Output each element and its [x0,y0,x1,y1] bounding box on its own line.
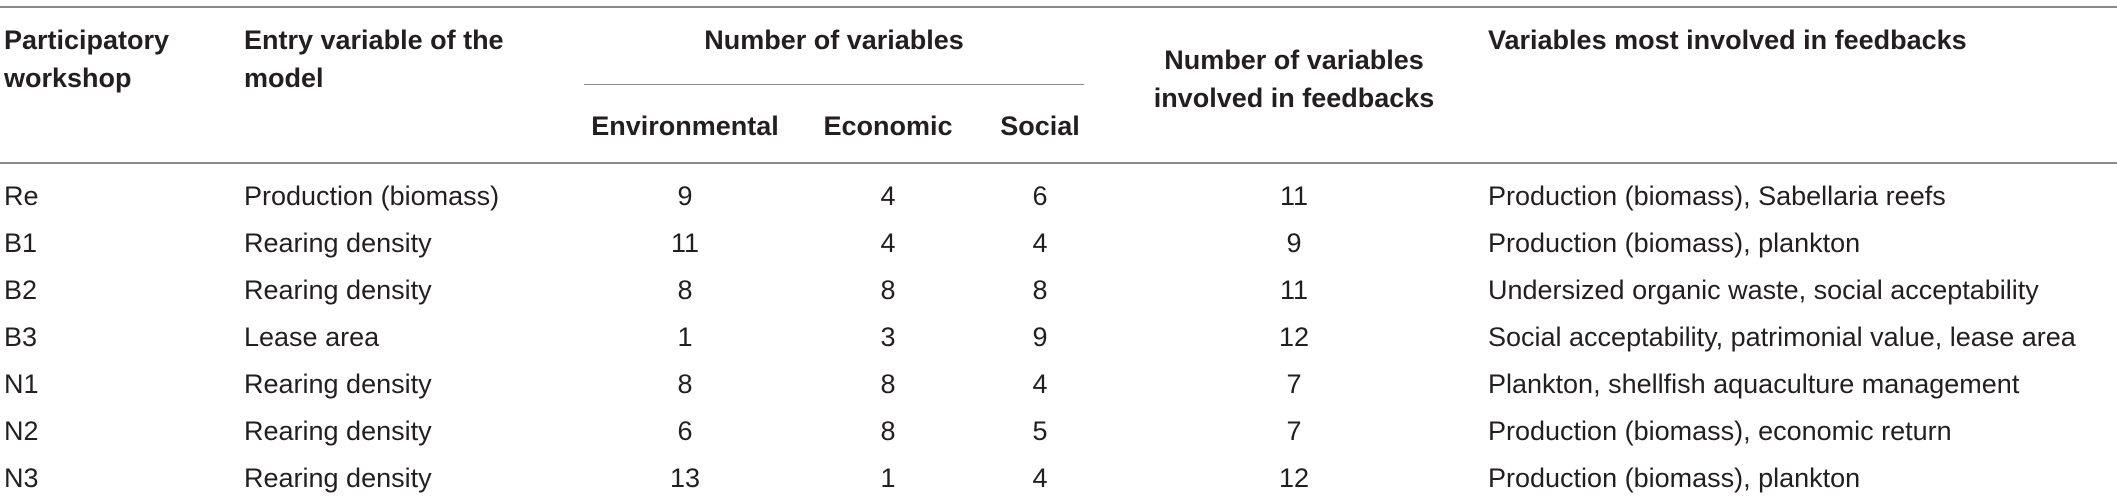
cell-social: 4 [1032,228,1048,258]
cell-economic: 8 [880,369,896,399]
cell-environmental: 8 [677,369,693,399]
header-workshop-line2: workshop [4,63,132,93]
cell-workshop: B3 [4,322,38,352]
cell-feedback-count: 7 [1286,416,1302,446]
cell-environmental: 6 [677,416,693,446]
cell-environmental: 8 [677,275,693,305]
cell-feedback-count: 11 [1279,181,1309,211]
cell-feedback-count: 12 [1278,322,1310,352]
cell-workshop: N1 [4,369,39,399]
top-rule [0,6,2117,8]
cell-entry: Rearing density [244,369,432,399]
cell-entry: Lease area [244,322,380,352]
cell-feedback-count: 7 [1286,369,1302,399]
cell-workshop: Re [4,181,39,211]
cell-environmental: 9 [677,181,693,211]
cell-environmental: 13 [669,463,701,493]
header-most-involved: Variables most involved in feedbacks [1488,25,1967,55]
cell-entry: Rearing density [244,416,432,446]
cell-social: 4 [1032,463,1048,493]
cell-economic: 3 [880,322,896,352]
header-feedback-count-line2: involved in feedbacks [1153,83,1435,113]
cell-feedback-count: 12 [1278,463,1310,493]
cell-entry: Rearing density [244,275,432,305]
cell-economic: 4 [880,228,896,258]
header-social: Social [1000,111,1080,141]
cell-economic: 4 [880,181,896,211]
cell-social: 8 [1032,275,1048,305]
cell-most-involved: Production (biomass), plankton [1488,463,1861,493]
cell-feedback-count: 9 [1286,228,1302,258]
cell-most-involved: Social acceptability, patrimonial value,… [1488,322,2076,352]
cell-environmental: 1 [677,322,693,352]
cell-social: 4 [1032,369,1048,399]
cell-social: 5 [1032,416,1048,446]
header-entry-line1: Entry variable of the [244,25,504,55]
cell-workshop: N2 [4,416,39,446]
cell-workshop: B1 [4,228,38,258]
header-entry-line2: model [244,63,324,93]
cell-most-involved: Production (biomass), economic return [1488,416,1952,446]
cell-workshop: N3 [4,463,39,493]
cell-most-involved: Production (biomass), plankton [1488,228,1861,258]
cell-entry: Rearing density [244,228,432,258]
header-bottom-rule [0,162,2117,164]
header-number-of-variables: Number of variables [704,25,964,55]
header-feedback-count-line1: Number of variables [1164,45,1424,75]
header-workshop-line1: Participatory [4,25,170,55]
header-economic: Economic [823,111,953,141]
cell-entry: Rearing density [244,463,432,493]
cell-social: 9 [1032,322,1048,352]
cell-most-involved: Undersized organic waste, social accepta… [1488,275,2039,305]
cell-feedback-count: 11 [1279,275,1309,305]
header-subgroup-rule [584,84,1084,85]
cell-entry: Production (biomass) [244,181,500,211]
cell-workshop: B2 [4,275,38,305]
cell-economic: 8 [880,416,896,446]
cell-most-involved: Production (biomass), Sabellaria reefs [1488,181,1946,211]
header-environmental: Environmental [591,111,779,141]
cell-social: 6 [1032,181,1048,211]
cell-environmental: 11 [670,228,700,258]
cell-economic: 1 [880,463,896,493]
cell-most-involved: Plankton, shellfish aquaculture manageme… [1488,369,2020,399]
cell-economic: 8 [880,275,896,305]
